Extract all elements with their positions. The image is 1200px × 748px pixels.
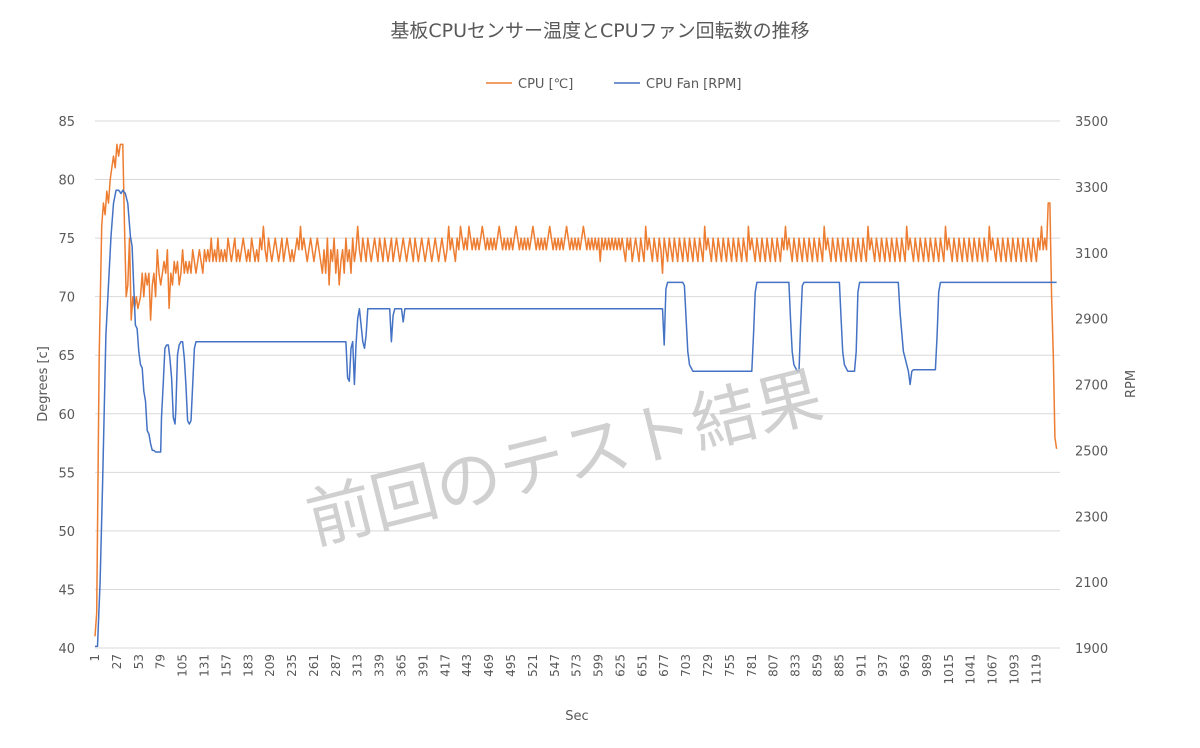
right-axis-title: RPM — [1124, 370, 1139, 398]
x-tick-label: 53 — [132, 654, 146, 669]
left-tick-label: 80 — [58, 174, 75, 189]
x-tick-label: 131 — [197, 654, 211, 677]
left-axis-ticks: 40 45 50 55 60 65 70 75 80 85 — [58, 115, 75, 657]
x-tick-label: 287 — [329, 654, 343, 677]
left-tick-label: 40 — [58, 642, 75, 657]
x-tick-label: 365 — [395, 654, 409, 677]
x-tick-label: 79 — [154, 654, 168, 669]
x-tick-label: 625 — [613, 654, 627, 677]
x-tick-label: 963 — [898, 654, 912, 677]
right-tick-label: 3300 — [1075, 181, 1108, 196]
x-tick-label: 729 — [701, 654, 715, 677]
x-tick-label: 1067 — [986, 654, 1000, 685]
x-tick-label: 599 — [592, 654, 606, 677]
right-tick-label: 3100 — [1075, 247, 1108, 262]
x-tick-label: 443 — [460, 654, 474, 677]
x-tick-label: 833 — [789, 654, 803, 677]
x-tick-label: 703 — [679, 654, 693, 677]
x-tick-label: 937 — [876, 654, 890, 677]
x-tick-label: 677 — [657, 654, 671, 677]
x-axis-title: Sec — [565, 709, 588, 724]
x-tick-label: 469 — [482, 654, 496, 677]
legend-label: CPU Fan [RPM] — [646, 77, 741, 92]
left-tick-label: 85 — [58, 115, 75, 130]
series-line-cpu-temp — [94, 143, 1058, 637]
x-tick-label: 157 — [219, 654, 233, 677]
x-tick-label: 781 — [745, 654, 759, 677]
left-tick-label: 60 — [58, 408, 75, 423]
x-tick-label: 183 — [241, 654, 255, 677]
x-tick-label: 807 — [767, 654, 781, 677]
x-tick-label: 885 — [832, 654, 846, 677]
x-tick-label: 495 — [504, 654, 518, 677]
left-axis-title: Degrees [c] — [36, 346, 51, 422]
left-tick-label: 50 — [58, 525, 75, 540]
x-tick-label: 1 — [88, 654, 102, 662]
x-tick-label: 1015 — [942, 654, 956, 685]
x-tick-label: 651 — [635, 654, 649, 677]
x-tick-label: 1119 — [1029, 654, 1043, 685]
x-tick-label: 27 — [110, 654, 124, 669]
x-tick-label: 547 — [548, 654, 562, 677]
x-tick-label: 1041 — [964, 654, 978, 685]
x-axis-ticks: 1 27 53 79 105 131 157 183 209 235 261 287 313 339 365… — [88, 654, 1043, 685]
left-tick-label: 55 — [58, 466, 75, 481]
right-tick-label: 3500 — [1075, 115, 1108, 130]
x-tick-label: 1093 — [1008, 654, 1022, 685]
x-tick-label: 105 — [176, 654, 190, 677]
chart-title: 基板CPUセンサー温度とCPUファン回転数の推移 — [390, 20, 809, 42]
x-tick-label: 859 — [810, 654, 824, 677]
left-tick-label: 70 — [58, 291, 75, 306]
x-tick-label: 911 — [854, 654, 868, 677]
x-tick-label: 755 — [723, 654, 737, 677]
right-tick-label: 2300 — [1075, 510, 1108, 525]
right-tick-label: 2700 — [1075, 379, 1108, 394]
right-tick-label: 2900 — [1075, 313, 1108, 328]
x-tick-label: 261 — [307, 654, 321, 677]
left-tick-label: 45 — [58, 583, 75, 598]
legend-label: CPU [℃] — [518, 77, 573, 92]
series-line-fan-rpm — [95, 189, 1057, 648]
x-tick-label: 573 — [570, 654, 584, 677]
x-tick-label: 391 — [416, 654, 430, 677]
right-tick-label: 2500 — [1075, 444, 1108, 459]
left-tick-label: 75 — [58, 232, 75, 247]
right-tick-label: 1900 — [1075, 642, 1108, 657]
right-tick-label: 2100 — [1075, 576, 1108, 591]
x-tick-label: 521 — [526, 654, 540, 677]
x-tick-label: 417 — [438, 654, 452, 677]
x-tick-label: 313 — [351, 654, 365, 677]
x-tick-label: 209 — [263, 654, 277, 677]
x-tick-label: 339 — [373, 654, 387, 677]
series-layer — [94, 143, 1058, 648]
left-tick-label: 65 — [58, 349, 75, 364]
legend: CPU [℃] CPU Fan [RPM] — [486, 77, 741, 92]
x-tick-label: 235 — [285, 654, 299, 677]
right-axis-ticks: 1900 2100 2300 2500 2700 2900 3100 3300 3500 — [1075, 115, 1108, 657]
x-tick-label: 989 — [920, 654, 934, 677]
